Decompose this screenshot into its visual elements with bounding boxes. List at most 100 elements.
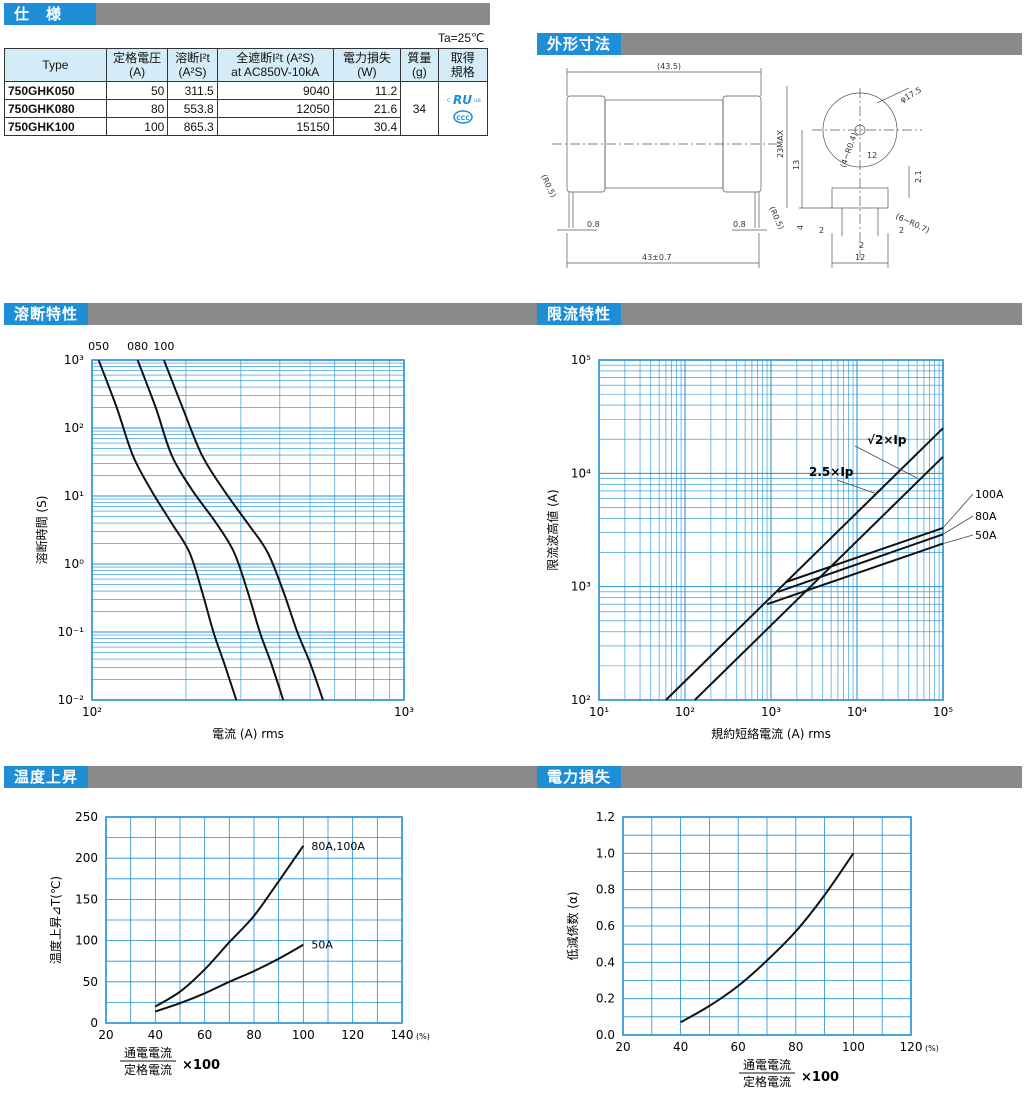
- x-tick-label: 10³: [394, 705, 414, 719]
- series-label: 050: [88, 340, 109, 353]
- x-tick-label: 40: [148, 1028, 163, 1042]
- temp-section-title: 温度上昇: [4, 766, 89, 788]
- x-tick-label: 10²: [675, 705, 695, 719]
- spec-section-header: 仕 様: [4, 3, 490, 25]
- cell-i2t: 865.3: [167, 117, 218, 136]
- cell-total: 15150: [216, 117, 334, 136]
- ccc-mark-icon: [453, 110, 473, 124]
- cell-type: 750GHK080: [4, 99, 107, 118]
- temperature-rise-chart: 20 40 60 80 100 120 140 0 50 100 150 200 250 (%) 通電電流定…: [48, 810, 430, 1077]
- dim-lead-right: 0.8: [733, 220, 746, 229]
- y-tick-label: 10³: [571, 580, 591, 594]
- x-axis-label-denominator: 定格電流: [124, 1062, 172, 1077]
- ccc-mark-text: CCC: [456, 115, 470, 122]
- cell-mass: 34: [400, 81, 439, 136]
- series-line-80A-100A: [154, 845, 305, 1008]
- grid: [92, 360, 404, 700]
- x-tick-label: 80: [788, 1040, 803, 1054]
- dim-pin-gap-right: 2: [899, 226, 904, 235]
- series-label: 50A: [975, 529, 997, 542]
- plot-frame: [598, 359, 944, 701]
- power-loss-chart: 20 40 60 80 100 120 0.0 0.2 0.4 0.6 0.8 1.0 1.2 (%) 通電…: [565, 810, 939, 1089]
- cell-i2t: 553.8: [167, 99, 218, 118]
- x-axis-label-denominator: 定格電流: [743, 1074, 791, 1089]
- y-tick-label: 0: [90, 1016, 98, 1030]
- spec-section-title: 仕 様: [4, 3, 96, 25]
- header-rated: 定格電圧 (A): [105, 48, 169, 82]
- dim-terminal-height: 2.1: [914, 170, 923, 183]
- x-tick-label: 20: [98, 1028, 113, 1042]
- melting-characteristic-chart: 10² 10³ 10³ 10² 10¹ 10⁰ 10⁻¹ 10⁻² 電流 (A) rms 溶断時間…: [34, 340, 414, 741]
- y-tick-label: 10⁴: [571, 466, 591, 480]
- table-row: 750GHK050 50 311.5 9040 11.2 34 c RU us …: [4, 81, 489, 136]
- cell-i2t: 311.5: [167, 81, 218, 100]
- annotation-25-ip: 2.5×Ip: [809, 465, 854, 479]
- y-tick-label: 250: [75, 810, 98, 824]
- series-line-50A: [766, 542, 944, 606]
- series-label-leader: [942, 493, 974, 529]
- y-tick-label: 1.2: [596, 810, 615, 824]
- dim-pin-span: 12: [855, 253, 865, 262]
- y-tick-label: 150: [75, 892, 98, 906]
- header-power: 電力損失 (W): [332, 48, 402, 82]
- x-tick-label: 60: [197, 1028, 212, 1042]
- x-axis-label-numerator: 通電電流: [124, 1046, 172, 1060]
- dim-overall-approx: (43.5): [657, 62, 681, 71]
- dim-terminal-base: 4: [796, 225, 805, 230]
- y-tick-label: 100: [75, 934, 98, 948]
- header-i2t: 溶断I²t (A²S): [167, 48, 218, 82]
- dim-radius-right: (R0.5): [767, 205, 786, 231]
- y-tick-label: 50: [83, 975, 98, 989]
- series-line-50A: [155, 943, 304, 1013]
- series-label: 100: [153, 340, 174, 353]
- x-unit-label: (%): [416, 1032, 430, 1041]
- grid: [599, 360, 943, 700]
- series-label: 80A: [975, 510, 997, 523]
- dim-pin-span-top: 12: [867, 151, 877, 160]
- x-tick-label: 40: [673, 1040, 688, 1054]
- spec-table-header-row: Type 定格電圧 (A) 溶断I²t (A²S) 全遮断I²t (A²S) at A…: [4, 48, 489, 82]
- annotation-leader: [836, 479, 878, 495]
- y-tick-label: 10²: [64, 421, 84, 435]
- header-total-i2t: 全遮断I²t (A²S) at AC850V-10kA: [216, 48, 334, 82]
- limiting-section-header: 限流特性: [537, 303, 1022, 325]
- header-type: Type: [4, 48, 107, 82]
- x-axis-label: 電流 (A) rms: [212, 727, 284, 741]
- dim-pin-gap-left: 2: [819, 226, 824, 235]
- series-label: 80A,100A: [311, 840, 365, 853]
- dims-section-title: 外形寸法: [537, 33, 622, 55]
- grid: [623, 817, 911, 1035]
- y-tick-label: 0.2: [596, 992, 615, 1006]
- x-tick-label: 120: [341, 1028, 364, 1042]
- x-tick-label: 10⁴: [847, 705, 867, 719]
- series-line-curve: [680, 852, 855, 1024]
- x-axis-label-multiplier: ×100: [801, 1070, 839, 1085]
- dim-overall: 43±0.7: [642, 253, 672, 262]
- x-tick-label: 60: [731, 1040, 746, 1054]
- y-tick-label: 0.8: [596, 883, 615, 897]
- plot-frame: [91, 359, 405, 701]
- x-tick-label: 10¹: [589, 705, 609, 719]
- dim-pin-gap-mid: 2: [859, 241, 864, 250]
- cell-current: 80: [105, 99, 169, 118]
- series-label-leader: [942, 515, 974, 535]
- grid: [106, 817, 402, 1023]
- series-line-80A: [777, 533, 944, 593]
- series-line-100: [162, 359, 324, 701]
- y-tick-label: 0.6: [596, 919, 615, 933]
- cell-power: 11.2: [332, 81, 402, 100]
- cell-power: 21.6: [332, 99, 402, 118]
- y-tick-label: 0.4: [596, 955, 615, 969]
- cert-us-mark: us: [474, 97, 481, 104]
- y-tick-label: 10²: [571, 693, 591, 707]
- dim-height: 13: [792, 160, 801, 170]
- cell-cert: c RU us CCC: [437, 81, 489, 136]
- series-line-050: [97, 359, 238, 701]
- dim-height-max: 23MAX: [776, 129, 785, 158]
- x-tick-label: 20: [615, 1040, 630, 1054]
- series-line-080: [136, 359, 285, 701]
- table-row: 750GHK080 80 553.8 12050 21.6: [4, 99, 488, 118]
- dims-section-header: 外形寸法: [537, 33, 1022, 55]
- series-label-leader: [942, 534, 974, 544]
